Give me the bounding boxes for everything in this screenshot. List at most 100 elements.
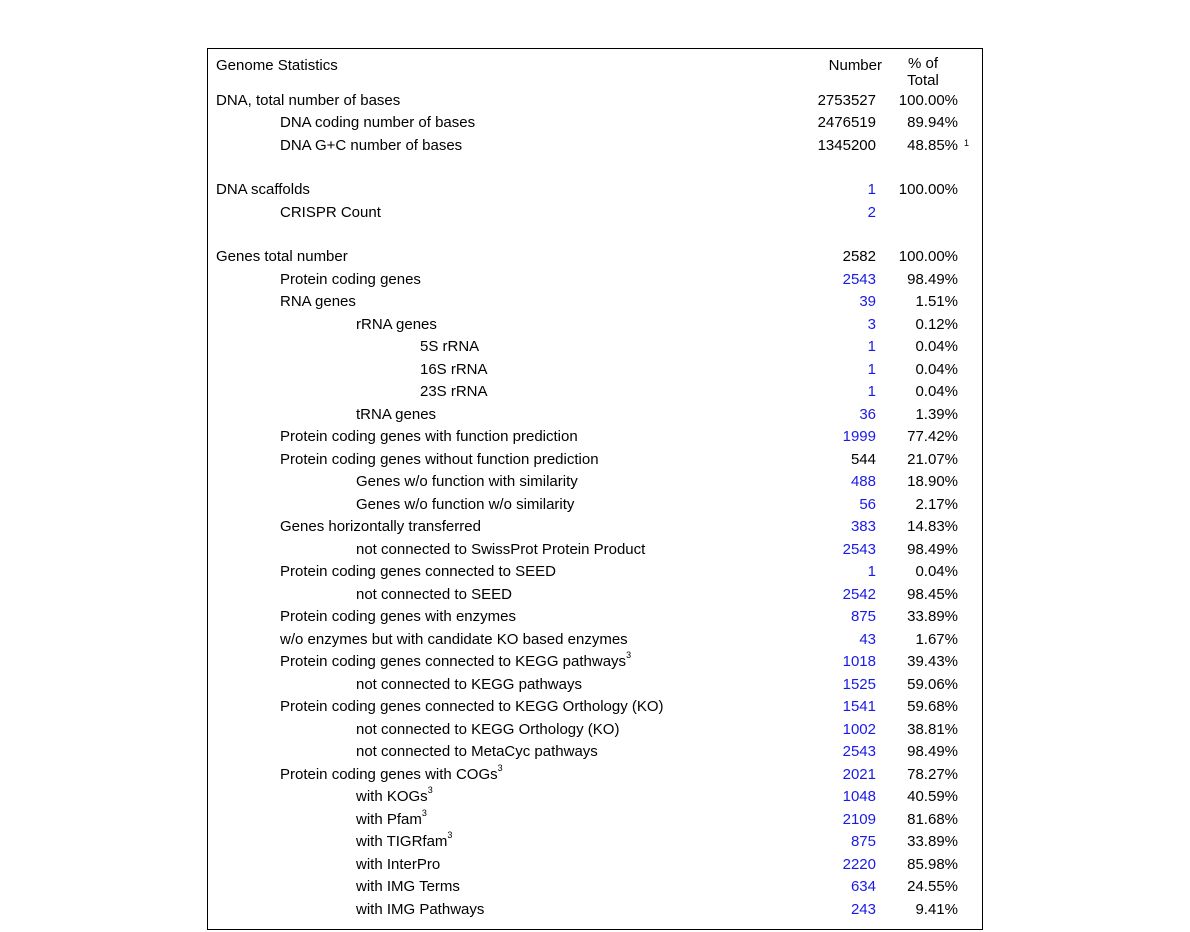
row-number-link[interactable]: 634 <box>790 876 876 899</box>
table-body: DNA, total number of bases2753527100.00%… <box>216 90 974 922</box>
table-row: not connected to KEGG pathways152559.06% <box>216 674 974 697</box>
row-percent: 1.51% <box>876 291 964 314</box>
row-number-link[interactable]: 1 <box>790 381 876 404</box>
row-percent: 24.55% <box>876 876 964 899</box>
row-percent: 0.04% <box>876 381 964 404</box>
spacer-row <box>216 157 974 179</box>
table-row: Protein coding genes with enzymes87533.8… <box>216 606 974 629</box>
row-label: DNA G+C number of bases <box>216 135 790 158</box>
row-label: Protein coding genes without function pr… <box>216 449 790 472</box>
row-number-link[interactable]: 875 <box>790 831 876 854</box>
row-label: Protein coding genes with COGs3 <box>216 764 790 787</box>
row-label: DNA coding number of bases <box>216 112 790 135</box>
row-number-link[interactable]: 2543 <box>790 741 876 764</box>
footnote-superscript: 3 <box>422 809 427 818</box>
row-percent: 0.04% <box>876 359 964 382</box>
row-label: with TIGRfam3 <box>216 831 790 854</box>
row-number-link[interactable]: 2543 <box>790 269 876 292</box>
header-percent: % of Total <box>882 55 964 90</box>
row-number-link[interactable]: 43 <box>790 629 876 652</box>
row-label: not connected to KEGG pathways <box>216 674 790 697</box>
row-label: Genes total number <box>216 246 790 269</box>
row-label: Protein coding genes <box>216 269 790 292</box>
row-label: not connected to SwissProt Protein Produ… <box>216 539 790 562</box>
row-number: 1345200 <box>790 135 876 158</box>
table-row: with Pfam3210981.68% <box>216 809 974 832</box>
table-row: Protein coding genes with COGs3202178.27… <box>216 764 974 787</box>
row-percent: 33.89% <box>876 606 964 629</box>
row-number-link[interactable]: 1048 <box>790 786 876 809</box>
row-label: tRNA genes <box>216 404 790 427</box>
row-percent: 33.89% <box>876 831 964 854</box>
row-number-link[interactable]: 56 <box>790 494 876 517</box>
row-label: with IMG Terms <box>216 876 790 899</box>
row-percent: 0.12% <box>876 314 964 337</box>
table-row: CRISPR Count2 <box>216 202 974 225</box>
row-percent: 1.67% <box>876 629 964 652</box>
row-number-link[interactable]: 2543 <box>790 539 876 562</box>
row-percent: 18.90% <box>876 471 964 494</box>
row-percent: 100.00% <box>876 246 964 269</box>
row-percent: 39.43% <box>876 651 964 674</box>
row-number-link[interactable]: 1 <box>790 336 876 359</box>
row-label: not connected to SEED <box>216 584 790 607</box>
row-number-link[interactable]: 243 <box>790 899 876 922</box>
table-row: Protein coding genes254398.49% <box>216 269 974 292</box>
footnote-superscript: 3 <box>498 764 503 773</box>
row-number-link[interactable]: 1 <box>790 359 876 382</box>
row-number-link[interactable]: 36 <box>790 404 876 427</box>
row-number-link[interactable]: 1018 <box>790 651 876 674</box>
row-percent: 81.68% <box>876 809 964 832</box>
row-number-link[interactable]: 2542 <box>790 584 876 607</box>
table-row: Protein coding genes connected to SEED10… <box>216 561 974 584</box>
row-number-link[interactable]: 1541 <box>790 696 876 719</box>
row-number-link[interactable]: 1525 <box>790 674 876 697</box>
row-number-link[interactable]: 2220 <box>790 854 876 877</box>
table-row: not connected to MetaCyc pathways254398.… <box>216 741 974 764</box>
row-number-link[interactable]: 1 <box>790 561 876 584</box>
row-percent: 78.27% <box>876 764 964 787</box>
row-label: CRISPR Count <box>216 202 790 225</box>
row-number-link[interactable]: 488 <box>790 471 876 494</box>
row-percent: 98.45% <box>876 584 964 607</box>
row-label: Protein coding genes with enzymes <box>216 606 790 629</box>
row-percent: 38.81% <box>876 719 964 742</box>
table-row: Genes horizontally transferred38314.83% <box>216 516 974 539</box>
row-label: with InterPro <box>216 854 790 877</box>
row-number-link[interactable]: 1999 <box>790 426 876 449</box>
table-row: tRNA genes361.39% <box>216 404 974 427</box>
row-number-link[interactable]: 1 <box>790 179 876 202</box>
table-row: not connected to KEGG Orthology (KO)1002… <box>216 719 974 742</box>
footnote-superscript: 3 <box>428 786 433 795</box>
row-label: Genes horizontally transferred <box>216 516 790 539</box>
row-number: 2582 <box>790 246 876 269</box>
table-row: with KOGs3104840.59% <box>216 786 974 809</box>
row-number-link[interactable]: 39 <box>790 291 876 314</box>
row-number-link[interactable]: 383 <box>790 516 876 539</box>
table-row: DNA G+C number of bases134520048.85%1 <box>216 135 974 158</box>
table-header-row: Genome Statistics Number % of Total <box>216 55 974 90</box>
header-number: Number <box>796 55 882 78</box>
row-percent: 48.85% <box>876 135 964 158</box>
row-percent: 14.83% <box>876 516 964 539</box>
table-row: Protein coding genes with function predi… <box>216 426 974 449</box>
row-percent: 40.59% <box>876 786 964 809</box>
row-label: not connected to KEGG Orthology (KO) <box>216 719 790 742</box>
row-number-link[interactable]: 875 <box>790 606 876 629</box>
row-number-link[interactable]: 2021 <box>790 764 876 787</box>
row-percent: 59.06% <box>876 674 964 697</box>
row-label: with IMG Pathways <box>216 899 790 922</box>
row-label: not connected to MetaCyc pathways <box>216 741 790 764</box>
row-number-link[interactable]: 3 <box>790 314 876 337</box>
row-label: DNA scaffolds <box>216 179 790 202</box>
row-number-link[interactable]: 2109 <box>790 809 876 832</box>
table-row: DNA coding number of bases247651989.94% <box>216 112 974 135</box>
row-number-link[interactable]: 2 <box>790 202 876 225</box>
row-percent: 0.04% <box>876 336 964 359</box>
table-row: 23S rRNA10.04% <box>216 381 974 404</box>
table-row: DNA scaffolds1100.00% <box>216 179 974 202</box>
table-row: 5S rRNA10.04% <box>216 336 974 359</box>
row-percent: 77.42% <box>876 426 964 449</box>
row-number-link[interactable]: 1002 <box>790 719 876 742</box>
table-row: Protein coding genes without function pr… <box>216 449 974 472</box>
